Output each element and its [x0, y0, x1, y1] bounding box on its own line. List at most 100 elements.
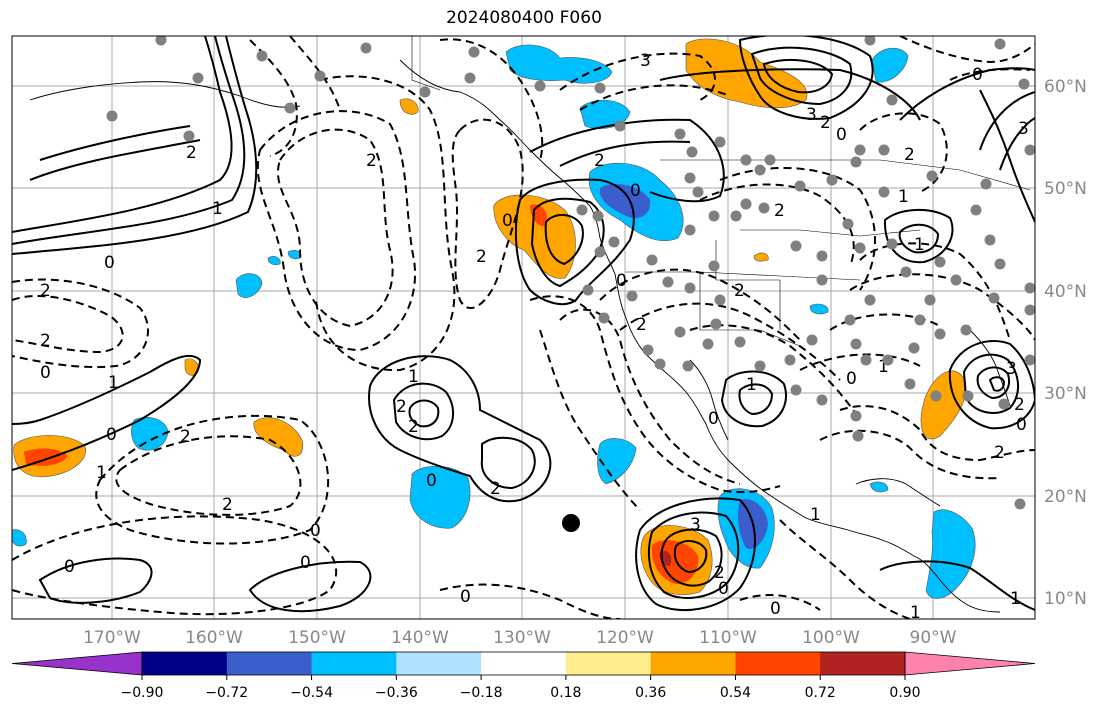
shade-positive — [753, 252, 769, 262]
contour-label: 0 — [836, 125, 847, 145]
shade-positive — [685, 38, 808, 109]
station-dot — [886, 94, 898, 106]
colorbar-tick-label: −0.72 — [205, 685, 248, 701]
station-dot — [754, 164, 766, 176]
contour-label: 2 — [366, 151, 377, 171]
contour-label: 3 — [690, 515, 701, 535]
contour-label: 0 — [972, 65, 983, 85]
shade-negative — [925, 509, 976, 599]
contour-label: 2 — [40, 281, 51, 301]
colorbar-tick-label: 0.90 — [889, 685, 920, 701]
longitude-tick-label: 90°W — [910, 628, 957, 648]
longitude-tick-label: 170°W — [83, 628, 141, 648]
contour-label: 3 — [806, 105, 817, 125]
station-dot — [708, 210, 720, 222]
station-dot — [594, 82, 606, 94]
station-dot — [256, 50, 268, 62]
shade-negative — [869, 481, 889, 493]
colorbar-segment — [142, 652, 228, 675]
shade-negative — [809, 303, 829, 315]
shade-negative — [871, 47, 909, 83]
colorbar-segment — [226, 652, 313, 675]
colorbar-outline — [141, 651, 906, 676]
contour-label: 2 — [186, 143, 197, 163]
station-dot — [994, 38, 1006, 50]
station-dot — [854, 242, 866, 254]
contour-label: 3 — [1006, 359, 1017, 379]
station-dot — [790, 384, 802, 396]
contour-label: 1 — [914, 235, 925, 255]
negative-contour-labels: 2 2 0 2 2 0 0 0 2 2 0 3 0 2 2 2 0 1 2 1 … — [40, 51, 1005, 619]
contour-label: 1 — [878, 357, 889, 377]
station-dot — [708, 260, 720, 272]
station-dot — [714, 294, 726, 306]
station-dot — [740, 154, 752, 166]
contour-label: 2 — [636, 315, 647, 335]
station-dot — [608, 236, 620, 248]
station-dot — [994, 258, 1006, 270]
colorbar-max-extend — [904, 651, 1036, 676]
shade-negative — [597, 438, 637, 485]
colorbar-tick-label: −0.54 — [290, 685, 333, 701]
station-dot — [980, 178, 992, 190]
colorbar-tick-label: −0.36 — [375, 685, 418, 701]
station-dot — [924, 294, 936, 306]
station-dot — [764, 154, 776, 166]
station-dot — [960, 324, 972, 336]
station-dot — [714, 136, 726, 148]
contour-label: 1 — [910, 603, 921, 623]
contour-label: 0 — [64, 557, 75, 577]
station-dot — [710, 318, 722, 330]
longitude-tick-label: 140°W — [391, 628, 449, 648]
station-dot — [1024, 304, 1035, 316]
contour-label: 2 — [904, 145, 915, 165]
station-dot — [878, 186, 890, 198]
station-dot — [692, 186, 704, 198]
station-dot — [784, 354, 796, 366]
station-dot — [984, 234, 996, 246]
contour-label: 2 — [476, 247, 487, 267]
colorbar-segment — [311, 652, 397, 675]
marker-dot — [562, 514, 580, 532]
shade-positive — [399, 98, 419, 115]
contour-label: 2 — [396, 397, 407, 417]
contour-label: 1 — [1010, 589, 1021, 609]
contour-label: 2 — [594, 151, 605, 171]
station-dot — [1014, 498, 1026, 510]
contour-label: 2 — [820, 113, 831, 133]
station-dot — [1018, 78, 1030, 90]
station-dot — [684, 282, 696, 294]
station-dot — [816, 250, 828, 262]
colorbar-labels: −0.90 −0.72 −0.54 −0.36 −0.18 0.18 0.36 0.54 0.7… — [121, 675, 921, 701]
station-dot — [730, 210, 742, 222]
colorbar-tick-label: −0.90 — [121, 685, 164, 701]
contour-label: 2 — [714, 563, 725, 583]
contour-label: 0 — [718, 579, 729, 599]
station-dot — [654, 358, 666, 370]
station-dot — [419, 86, 431, 98]
colorbar-tick-label: 0.18 — [550, 685, 581, 701]
contour-label: 2 — [222, 495, 233, 515]
station-dot — [842, 218, 854, 230]
shade-positive-strong — [24, 448, 68, 466]
shade-positive — [920, 370, 967, 440]
station-dot — [850, 156, 862, 168]
coastlines — [29, 59, 1011, 613]
station-dot — [734, 336, 746, 348]
station-dot — [860, 354, 872, 366]
shade-negative — [287, 250, 302, 260]
station-dot — [534, 80, 546, 92]
contour-label: 0 — [630, 181, 641, 201]
station-dot — [914, 314, 926, 326]
contour-label: 0 — [426, 471, 437, 491]
longitude-tick-label: 120°W — [596, 628, 654, 648]
station-dot — [576, 204, 588, 216]
station-dot — [468, 46, 480, 58]
shade-negative — [267, 256, 281, 266]
contour-label: 2 — [490, 479, 501, 499]
colorbar — [11, 651, 1036, 676]
station-dot — [702, 338, 714, 350]
station-dot — [988, 292, 1000, 304]
longitude-tick-label: 160°W — [185, 628, 243, 648]
contour-label: 0 — [616, 271, 627, 291]
